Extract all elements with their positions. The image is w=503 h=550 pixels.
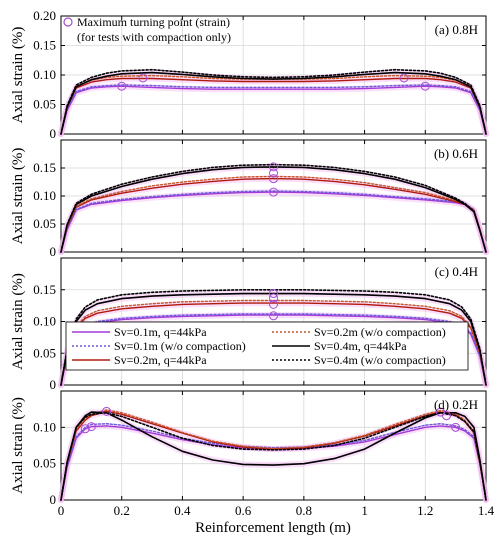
series-line-s01_woc xyxy=(60,84,487,135)
panel-title: (d) 0.2H xyxy=(434,397,478,412)
turning-point-marker xyxy=(138,73,148,83)
y-axis-label: Axial strain (%) xyxy=(10,273,26,370)
turning-point-marker xyxy=(269,293,278,303)
plot-frame xyxy=(60,390,487,501)
x-tick-label: 0.2 xyxy=(114,503,130,518)
panel-1: 0 0.05 0.10 0.15 0.20 Axial strain (%) (a) 0.8… xyxy=(10,8,489,141)
x-tick-label: 0.8 xyxy=(296,503,312,518)
y-tick-label: 0 xyxy=(50,492,57,507)
series-line-s04_q44 xyxy=(60,166,487,253)
panel-title: (c) 0.4H xyxy=(435,264,478,279)
legend-label-s02_woc: Sv=0.2m (w/o compaction) xyxy=(314,325,446,339)
x-tick-label: 1.2 xyxy=(417,503,433,518)
panel-title: (a) 0.8H xyxy=(435,22,478,37)
y-tick-label: 0 xyxy=(50,244,57,259)
turning-point-marker xyxy=(269,289,278,299)
marker-note-icon xyxy=(63,17,73,27)
turning-point-marker xyxy=(117,81,127,91)
y-axis-label: Axial strain (%) xyxy=(10,397,26,494)
panel-4: 0 0.05 0.10 0 0.2 0.4 0.6 0.8 1 1.2 1.4 Axial strai… xyxy=(10,390,495,518)
marker-note-line1: Maximum turning point (strain) xyxy=(77,15,230,29)
y-tick-label: 0.10 xyxy=(33,314,56,329)
legend-label-s02_q44: Sv=0.2m, q=44kPa xyxy=(114,353,207,367)
legend-label-s04_woc: Sv=0.4m (w/o compaction) xyxy=(314,353,446,367)
y-tick-label: 0.15 xyxy=(33,160,56,175)
x-tick-label: 0.6 xyxy=(235,503,252,518)
x-tick-label: 0.4 xyxy=(174,503,191,518)
turning-point-marker xyxy=(269,299,278,309)
y-tick-label: 0.05 xyxy=(33,97,56,112)
turning-point-marker xyxy=(269,174,278,184)
legend-label-s01_woc: Sv=0.1m (w/o compaction) xyxy=(114,339,246,353)
x-tick-label: 0 xyxy=(58,503,65,518)
turning-point-marker xyxy=(269,168,278,178)
series-line-s01_q44 xyxy=(60,85,487,135)
turning-point-marker xyxy=(80,424,90,434)
y-tick-label: 0.20 xyxy=(33,8,56,23)
turning-point-marker xyxy=(269,187,278,197)
y-axis-label: Axial strain (%) xyxy=(10,27,26,124)
legend-label-s04_q44: Sv=0.4m, q=44kPa xyxy=(314,339,407,353)
y-tick-label: 0.10 xyxy=(33,419,56,434)
series-line-s02_q44 xyxy=(60,302,487,386)
series-line-s04_q44 xyxy=(60,411,487,501)
y-axis-label: Axial strain (%) xyxy=(10,148,26,245)
y-tick-label: 0.15 xyxy=(33,38,56,53)
y-tick-label: 0.05 xyxy=(33,216,56,231)
panel-title: (b) 0.6H xyxy=(434,146,478,161)
x-tick-label: 1 xyxy=(361,503,368,518)
marker-note-line2: (for tests with compaction only) xyxy=(77,30,231,44)
turning-point-marker xyxy=(442,411,452,421)
series-line-s04_q44 xyxy=(60,71,487,135)
panel-2: 0 0.05 0.10 0.15 Axial strain (%) (b) 0.6H xyxy=(10,139,489,259)
x-axis-label: Reinforcement length (m) xyxy=(195,520,351,536)
series-line-s04_woc xyxy=(60,68,487,135)
series-line-s04_woc xyxy=(60,411,487,501)
y-tick-label: 0.10 xyxy=(33,188,56,203)
turning-point-marker xyxy=(451,422,461,432)
x-tick-label: 1.4 xyxy=(478,503,495,518)
y-tick-label: 0.05 xyxy=(33,345,56,360)
turning-point-marker xyxy=(399,73,409,83)
y-tick-label: 0.15 xyxy=(33,282,56,297)
series-line-s01_woc xyxy=(60,190,487,253)
turning-point-marker xyxy=(86,422,96,432)
series-line-s04_woc xyxy=(60,163,487,253)
turning-point-marker xyxy=(420,81,430,91)
marker-note: Maximum turning point (strain)(for tests… xyxy=(63,15,231,44)
y-tick-label: 0 xyxy=(50,126,57,141)
y-tick-label: 0.10 xyxy=(33,67,56,82)
legend-box xyxy=(65,321,469,371)
legend-label-s01_q44: Sv=0.1m, q=44kPa xyxy=(114,325,207,339)
turning-point-marker xyxy=(102,406,112,416)
y-tick-label: 0 xyxy=(50,377,57,392)
turning-point-marker xyxy=(269,311,278,321)
y-tick-label: 0.05 xyxy=(33,456,56,471)
series-line-s02_q44 xyxy=(60,77,487,135)
turning-point-marker xyxy=(269,162,278,172)
